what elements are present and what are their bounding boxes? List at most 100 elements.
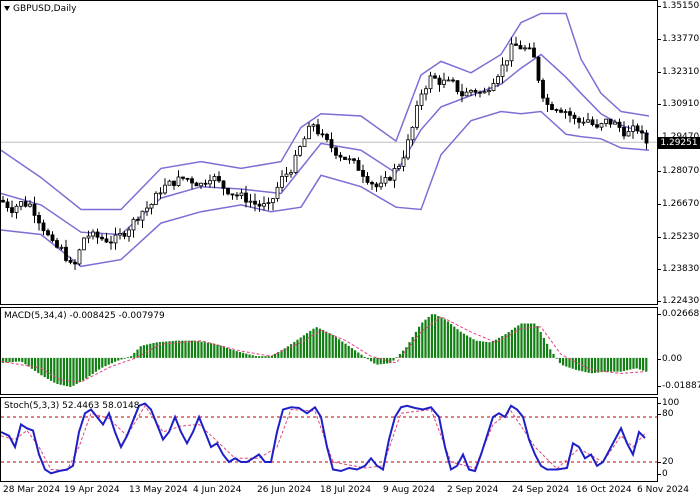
candle-body: [95, 231, 100, 238]
macd-histogram-bar: [603, 357, 606, 372]
candle-body: [631, 125, 635, 132]
macd-histogram-bar: [411, 336, 414, 358]
symbol-dropdown-icon[interactable]: [4, 6, 10, 11]
candle-body: [613, 121, 617, 125]
macd-histogram-bar: [69, 357, 72, 387]
candle-body: [176, 176, 181, 186]
candle-body: [59, 246, 64, 249]
candle-body: [469, 90, 473, 93]
macd-histogram-bar: [424, 319, 427, 358]
stochastic-pane[interactable]: Stoch(5,3,3) 52.4463 58.0148: [0, 397, 658, 482]
candle-body: [352, 158, 356, 161]
macd-histogram-bar: [312, 328, 315, 358]
candle-body: [361, 170, 365, 177]
candle-body: [464, 91, 469, 97]
date-axis[interactable]: 28 Mar 2024 19 Apr 2024 13 May 2024 4 Ju…: [0, 482, 700, 500]
macd-histogram-bar: [293, 341, 296, 358]
macd-histogram-bar: [398, 353, 401, 358]
macd-histogram-bar: [213, 343, 216, 358]
candle-body: [496, 76, 500, 84]
macd-histogram-bar: [334, 337, 337, 358]
macd-histogram-bar: [283, 348, 286, 358]
macd-histogram-bar: [152, 342, 155, 358]
macd-histogram-bar: [142, 345, 145, 358]
macd-histogram-bar: [94, 357, 97, 372]
macd-histogram-bar: [610, 357, 613, 372]
bollinger-middle-band: [1, 53, 650, 236]
candle-body: [527, 47, 532, 50]
macd-histogram-bar: [251, 355, 254, 358]
macd-histogram-bar: [242, 352, 245, 358]
macd-histogram-bar: [574, 357, 577, 370]
macd-histogram-bar: [66, 357, 69, 387]
macd-histogram-bar: [562, 357, 565, 366]
candle-body: [32, 203, 37, 216]
candle-body: [329, 139, 334, 149]
macd-histogram-bar: [238, 351, 241, 358]
macd-histogram-bar: [322, 330, 325, 358]
macd-histogram-bar: [302, 335, 305, 358]
macd-histogram-bar: [171, 340, 174, 358]
stochastic-axis[interactable]: 100 80 20 0: [657, 397, 700, 482]
candle-body: [131, 218, 136, 231]
candle-body: [473, 90, 478, 93]
candle-body: [235, 194, 239, 197]
macd-histogram-bar: [357, 352, 360, 358]
macd-histogram-bar: [501, 335, 504, 358]
macd-histogram-bar: [350, 348, 353, 358]
macd-tick: 0.00: [657, 354, 683, 364]
price-chart-pane[interactable]: GBPUSD,Daily: [0, 0, 658, 305]
macd-histogram-bar: [446, 321, 449, 358]
macd-histogram-bar: [488, 342, 491, 358]
macd-histogram-bar: [523, 323, 526, 358]
candle-body: [509, 43, 514, 62]
macd-histogram-bar: [478, 341, 481, 358]
macd-histogram-bar: [597, 357, 600, 373]
macd-axis[interactable]: 0.026689 0.00 -0.018877: [657, 307, 700, 395]
price-tick: 1.26670: [657, 199, 700, 209]
price-tick: 1.28070: [657, 166, 700, 176]
symbol-timeframe-label: GBPUSD,Daily: [4, 4, 76, 14]
macd-histogram-bar: [40, 357, 43, 376]
candle-body: [455, 80, 460, 93]
macd-histogram-bar: [629, 357, 632, 370]
macd-histogram-bar: [126, 357, 129, 359]
candle-body: [190, 178, 194, 184]
macd-histogram-bar: [315, 327, 318, 358]
price-chart-canvas: [1, 12, 657, 271]
macd-histogram-bar: [370, 357, 373, 362]
macd-histogram-bar: [197, 341, 200, 358]
macd-histogram-bar: [133, 352, 136, 358]
macd-histogram-bar: [123, 357, 126, 359]
candle-body: [559, 109, 563, 113]
candle-body: [419, 93, 424, 106]
candle-body: [118, 232, 122, 236]
macd-histogram-bar: [594, 357, 597, 373]
candle-body: [113, 234, 118, 244]
macd-histogram-bar: [571, 357, 574, 369]
macd-histogram-bar: [402, 350, 405, 358]
macd-histogram-bar: [2, 357, 5, 363]
candle-body: [14, 205, 19, 213]
macd-histogram-bar: [462, 333, 465, 358]
candle-body: [334, 147, 338, 156]
macd-histogram-bar: [472, 339, 475, 358]
candle-body: [347, 158, 352, 161]
candle-body: [343, 156, 347, 160]
candle-body: [50, 234, 55, 241]
price-axis[interactable]: 1.35150 1.33770 1.32310 1.30910 1.29470 …: [657, 0, 700, 306]
candle-body: [595, 124, 599, 128]
macd-histogram-bar: [136, 349, 139, 358]
macd-histogram-bar: [8, 357, 11, 363]
macd-histogram-bar: [331, 334, 334, 358]
macd-histogram-bar: [373, 357, 376, 364]
macd-histogram-bar: [318, 328, 321, 358]
macd-histogram-bar: [46, 357, 49, 379]
date-tick: 28 Mar 2024: [3, 485, 61, 495]
macd-histogram-bar: [376, 357, 379, 365]
macd-histogram-bar: [62, 357, 65, 386]
macd-histogram-bar: [158, 342, 161, 358]
macd-histogram-bar: [274, 353, 277, 358]
macd-histogram-bar: [430, 314, 433, 358]
macd-pane[interactable]: MACD(5,34,4) -0.008425 -0.007979: [0, 307, 658, 395]
